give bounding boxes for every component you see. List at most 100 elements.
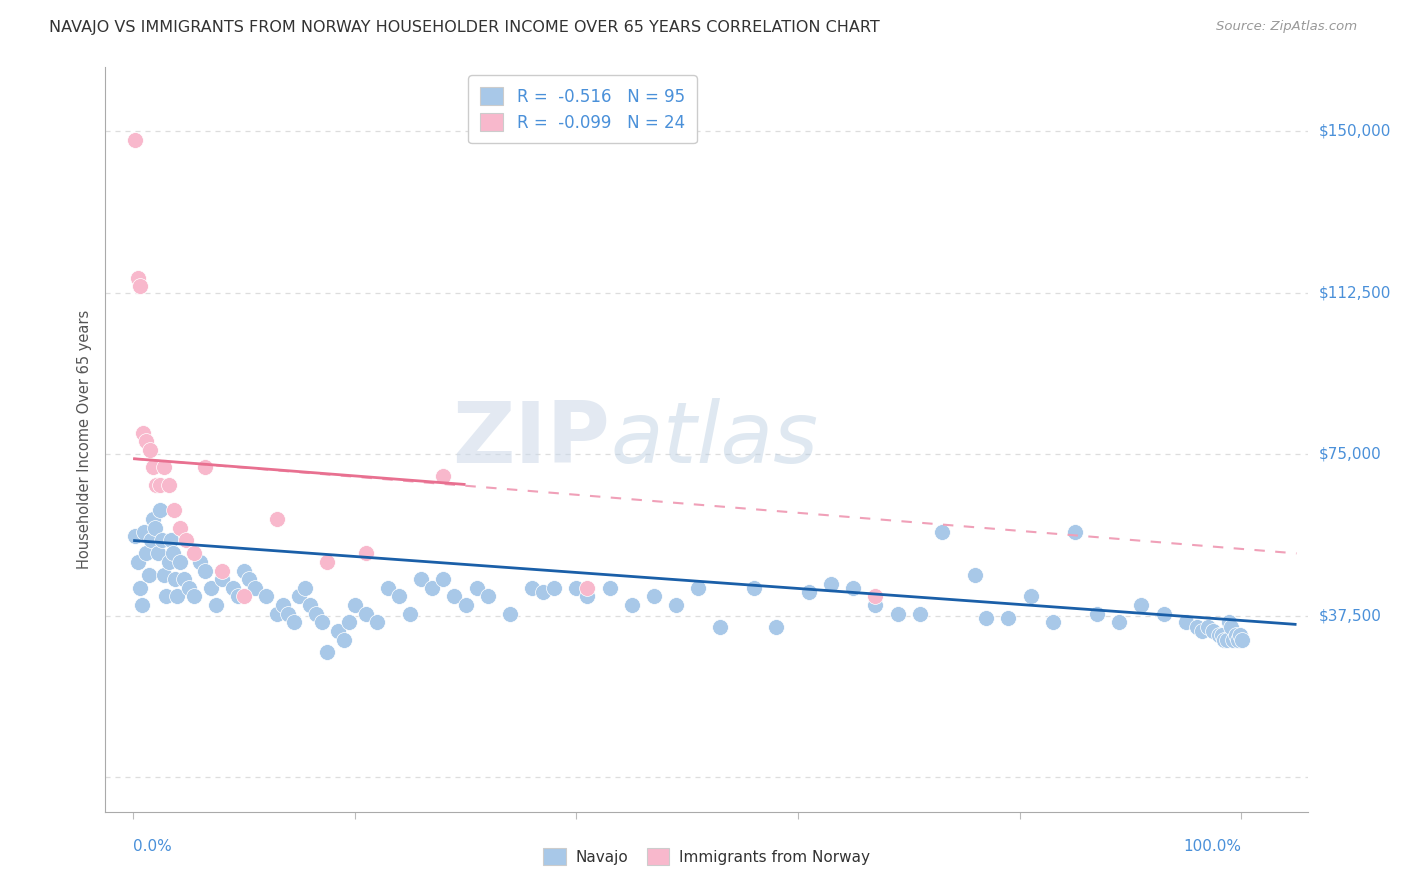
Point [1232,632,1254,647]
Point [1215,632,1237,647]
Point [1202,624,1225,638]
Point [194,460,217,475]
Point [965,568,987,582]
Point [142,512,165,526]
Point [150,533,173,548]
Point [127,271,149,285]
Point [128,279,150,293]
Point [157,555,180,569]
Point [997,611,1019,625]
Point [299,598,322,612]
Point [565,581,588,595]
Point [688,581,710,595]
Point [343,598,366,612]
Point [454,598,477,612]
Point [254,590,277,604]
Point [1220,619,1243,633]
Point [1211,628,1233,642]
Point [183,590,205,604]
Point [266,512,288,526]
Point [797,585,820,599]
Point [128,581,150,595]
Point [139,533,162,548]
Point [283,615,305,630]
Point [153,460,176,475]
Legend: Navajo, Immigrants from Norway: Navajo, Immigrants from Norway [537,842,876,871]
Point [233,590,256,604]
Point [176,533,198,548]
Point [1153,607,1175,621]
Point [243,581,266,595]
Point [865,590,887,604]
Point [1226,632,1249,647]
Point [169,520,191,534]
Point [1042,615,1064,630]
Point [311,615,333,630]
Point [1213,632,1236,647]
Point [576,581,599,595]
Point [131,598,153,612]
Point [1208,628,1230,642]
Point [765,619,787,633]
Point [620,598,643,612]
Point [143,520,166,534]
Point [138,568,160,582]
Point [165,572,187,586]
Point [211,572,233,586]
Point [599,581,621,595]
Point [177,581,200,595]
Point [499,607,522,621]
Text: atlas: atlas [610,398,818,481]
Point [266,607,288,621]
Point [908,607,931,621]
Point [576,590,599,604]
Text: $150,000: $150,000 [1319,124,1391,139]
Point [169,555,191,569]
Point [166,590,188,604]
Point [205,598,228,612]
Point [277,607,299,621]
Point [1064,524,1087,539]
Point [931,524,953,539]
Point [1229,628,1251,642]
Point [865,598,887,612]
Point [477,590,499,604]
Point [132,425,155,440]
Text: $112,500: $112,500 [1319,285,1391,301]
Point [145,477,167,491]
Point [531,585,554,599]
Point [200,581,222,595]
Point [1222,632,1244,647]
Point [543,581,565,595]
Point [153,568,176,582]
Point [222,581,245,595]
Text: 100.0%: 100.0% [1182,839,1241,855]
Point [139,443,162,458]
Point [1197,619,1219,633]
Point [432,469,454,483]
Point [1191,624,1213,638]
Point [288,590,311,604]
Point [163,503,186,517]
Point [1225,628,1247,642]
Point [149,503,172,517]
Point [443,590,465,604]
Point [354,546,377,560]
Point [135,434,157,449]
Point [842,581,865,595]
Point [399,607,422,621]
Point [211,564,233,578]
Point [411,572,433,586]
Point [974,611,997,625]
Point [388,590,411,604]
Point [465,581,488,595]
Point [124,133,146,147]
Point [420,581,443,595]
Point [432,572,454,586]
Point [820,576,842,591]
Point [886,607,908,621]
Point [1174,615,1197,630]
Point [366,615,388,630]
Point [337,615,360,630]
Point [228,590,250,604]
